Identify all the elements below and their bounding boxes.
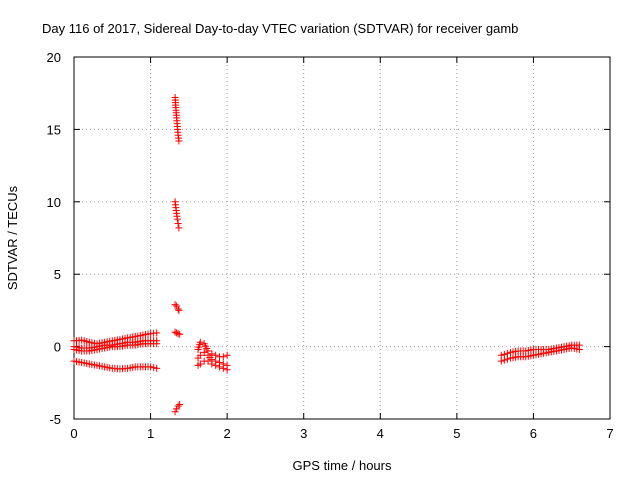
data-point xyxy=(196,360,204,368)
data-point xyxy=(223,366,231,374)
data-point xyxy=(174,305,182,313)
data-point xyxy=(174,220,182,228)
data-point xyxy=(223,351,231,359)
data-point xyxy=(215,363,223,371)
data-point xyxy=(175,306,183,314)
data-point xyxy=(174,330,182,338)
data-point xyxy=(171,301,179,309)
grid-lines xyxy=(74,57,610,419)
x-tick-label: 0 xyxy=(70,426,77,441)
data-point xyxy=(212,361,220,369)
data-point xyxy=(503,355,511,363)
data-point xyxy=(153,340,161,348)
x-tick-label: 1 xyxy=(147,426,154,441)
x-tick-label: 4 xyxy=(377,426,384,441)
y-tick-label: 5 xyxy=(54,267,61,282)
data-point xyxy=(219,353,227,361)
data-point xyxy=(497,357,505,365)
data-point xyxy=(176,330,184,338)
data-point xyxy=(176,401,184,409)
data-point xyxy=(500,356,508,364)
y-axis-label: SDTVAR / TECUs xyxy=(5,185,20,290)
x-tick-label: 7 xyxy=(606,426,613,441)
data-point xyxy=(171,408,179,416)
data-points xyxy=(70,94,583,416)
data-point xyxy=(153,364,161,372)
data-point xyxy=(173,302,181,310)
chart-title: Day 116 of 2017, Sidereal Day-to-day VTE… xyxy=(42,21,518,36)
data-point xyxy=(196,338,204,346)
data-point xyxy=(174,402,182,410)
data-point xyxy=(196,351,204,359)
x-axis-label: GPS time / hours xyxy=(293,458,392,473)
axis-ticks: 0 1 2 3 4 5 6 7 -5 0 5 10 15 20 xyxy=(47,50,614,441)
plot-frame xyxy=(73,56,611,420)
y-tick-label: 20 xyxy=(47,50,61,65)
y-tick-label: 15 xyxy=(47,122,61,137)
x-tick-label: 5 xyxy=(453,426,460,441)
data-point xyxy=(173,405,181,413)
x-tick-label: 2 xyxy=(224,426,231,441)
data-point xyxy=(175,137,183,145)
data-point xyxy=(219,364,227,372)
y-tick-label: 0 xyxy=(54,340,61,355)
data-point xyxy=(153,329,161,337)
data-point xyxy=(150,364,158,372)
data-point xyxy=(208,360,216,368)
data-point xyxy=(204,357,212,365)
data-point xyxy=(173,215,181,223)
data-point xyxy=(171,328,179,336)
data-point xyxy=(575,345,583,353)
y-tick-label: 10 xyxy=(47,195,61,210)
data-point xyxy=(175,224,183,232)
data-point xyxy=(200,348,208,356)
x-tick-label: 6 xyxy=(530,426,537,441)
x-tick-label: 3 xyxy=(300,426,307,441)
data-point xyxy=(147,363,155,371)
y-tick-label: -5 xyxy=(49,412,61,427)
data-point xyxy=(173,329,181,337)
